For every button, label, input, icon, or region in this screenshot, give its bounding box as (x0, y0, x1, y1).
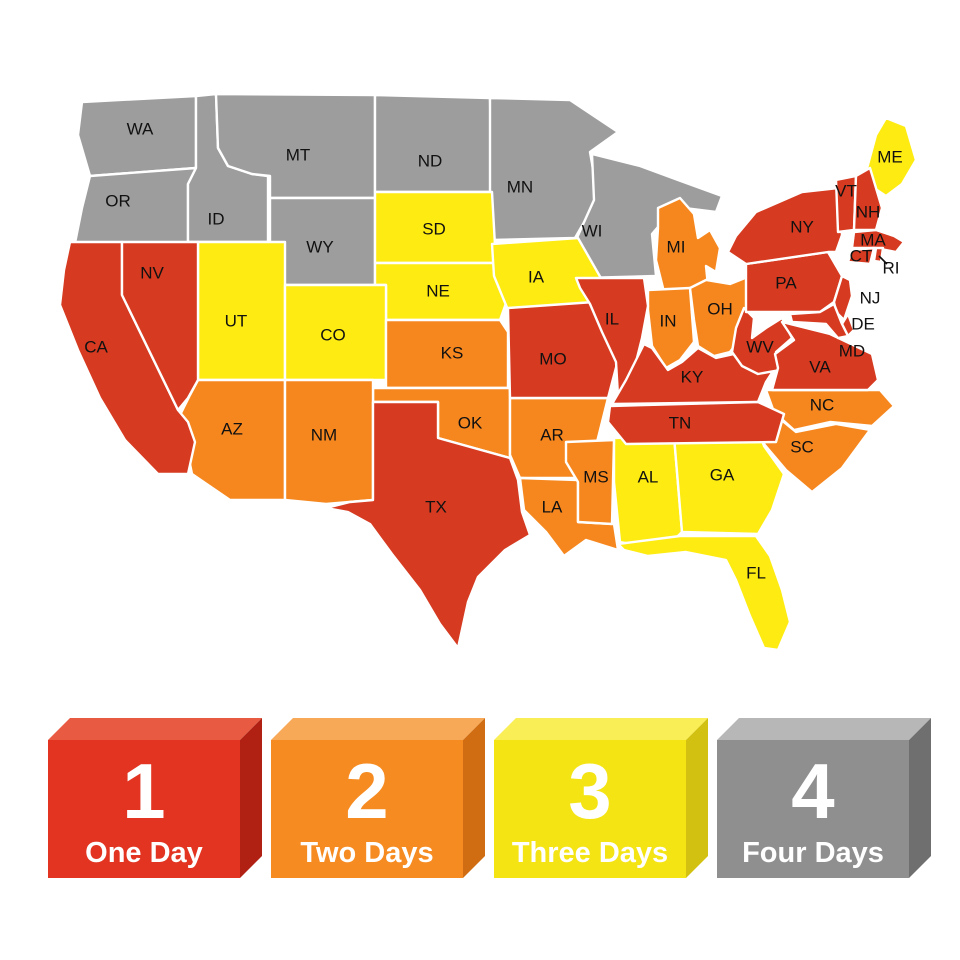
state-label-la: LA (542, 497, 563, 516)
state-label-tx: TX (425, 497, 447, 516)
state-label-ar: AR (540, 425, 564, 444)
state-tn (606, 400, 786, 446)
state-md (788, 302, 850, 340)
state-label-md: MD (839, 341, 865, 360)
state-label-mo: MO (539, 349, 566, 368)
state-label-fl: FL (746, 563, 766, 582)
legend-block-front-face (48, 740, 240, 878)
state-label-sd: SD (422, 219, 446, 238)
legend-block-top-face (717, 718, 931, 740)
legend-number: 3 (568, 747, 611, 835)
state-label-nv: NV (140, 263, 164, 282)
state-label-nm: NM (311, 425, 337, 444)
state-va (770, 320, 880, 392)
state-ct (846, 246, 876, 266)
state-label-nc: NC (810, 395, 835, 414)
state-label-me: ME (877, 147, 903, 166)
state-ia (490, 236, 604, 312)
state-label-wa: WA (127, 119, 154, 138)
state-label-ga: GA (710, 465, 735, 484)
state-label-ny: NY (790, 217, 814, 236)
state-ri-leader-line (878, 255, 888, 265)
state-label-nj: NJ (860, 288, 881, 307)
legend-number: 2 (345, 747, 388, 835)
legend-label: Three Days (512, 837, 668, 869)
state-label-va: VA (809, 357, 831, 376)
state-label-mi: MI (667, 237, 686, 256)
state-label-id: ID (208, 209, 225, 228)
state-sc (762, 412, 872, 494)
state-fl (616, 534, 792, 652)
state-nh (852, 166, 884, 232)
state-label-or: OR (105, 191, 131, 210)
state-label-mt: MT (286, 145, 311, 164)
state-label-sc: SC (790, 437, 814, 456)
state-label-ct: CT (850, 246, 873, 265)
legend-block-front-face (494, 740, 686, 878)
legend-block-front-face (271, 740, 463, 878)
state-label-ky: KY (681, 367, 704, 386)
legend-block-top-face (494, 718, 708, 740)
state-label-ia: IA (528, 267, 545, 286)
state-label-wi: WI (582, 221, 603, 240)
state-label-mn: MN (507, 177, 533, 196)
state-label-ne: NE (426, 281, 450, 300)
state-nv (120, 240, 200, 412)
state-label-ca: CA (84, 337, 108, 356)
state-label-oh: OH (707, 299, 733, 318)
state-tx (324, 400, 532, 650)
legend-number: 1 (122, 747, 165, 835)
state-label-ut: UT (225, 311, 248, 330)
state-label-ms: MS (583, 467, 609, 486)
state-label-pa: PA (775, 273, 797, 292)
state-label-nd: ND (418, 151, 443, 170)
legend-block-side-face (686, 718, 708, 878)
state-label-co: CO (320, 325, 346, 344)
state-label-in: IN (660, 311, 677, 330)
state-ma (850, 228, 906, 254)
state-nd (373, 93, 494, 194)
state-ny (726, 186, 844, 266)
state-label-ks: KS (441, 343, 464, 362)
legend-block-side-face (909, 718, 931, 878)
state-label-ri: RI (883, 258, 900, 277)
legend-number: 4 (791, 747, 834, 835)
state-label-ma: MA (860, 230, 886, 249)
legend-label: Two Days (300, 837, 433, 869)
us-shipping-map: WA OR ID MT WY ND MN WI SD NE IA UT CO AL GA FL ME KS OK AR… (58, 92, 918, 652)
state-label-vt: VT (835, 181, 857, 200)
legend-block-side-face (240, 718, 262, 878)
state-ky (610, 328, 777, 406)
state-ms (564, 438, 616, 526)
state-al (612, 434, 684, 552)
state-label-al: AL (638, 467, 659, 486)
legend-block-side-face (463, 718, 485, 878)
state-label-az: AZ (221, 419, 243, 438)
legend-label: Four Days (742, 837, 884, 869)
state-label-wv: WV (746, 337, 774, 356)
state-label-tn: TN (669, 413, 692, 432)
legend-block-top-face (271, 718, 485, 740)
state-label-de: DE (851, 314, 875, 333)
legend-block-top-face (48, 718, 262, 740)
state-mi (654, 196, 722, 294)
state-label-nh: NH (856, 202, 881, 221)
legend-label: One Day (85, 837, 203, 869)
state-label-il: IL (605, 309, 619, 328)
state-label-wy: WY (306, 237, 333, 256)
legend-block-front-face (717, 740, 909, 878)
state-az (178, 378, 287, 502)
state-label-ok: OK (458, 413, 483, 432)
